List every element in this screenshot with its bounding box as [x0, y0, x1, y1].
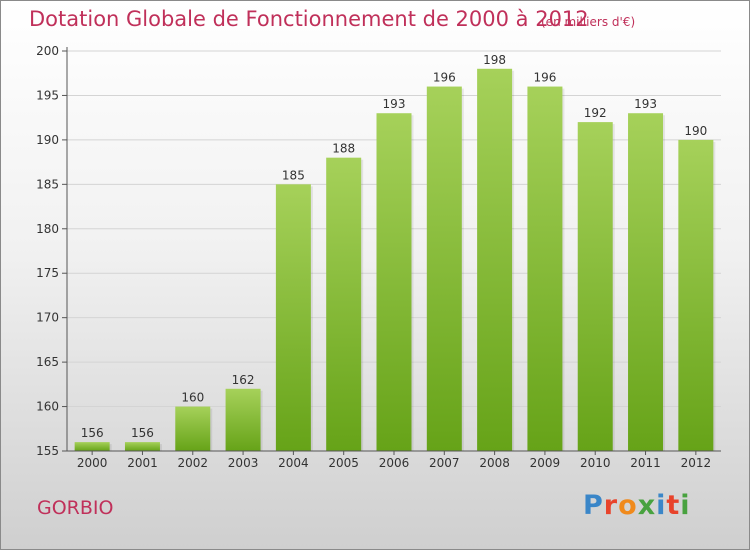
data-label: 196: [433, 71, 456, 85]
y-tick-label: 175: [36, 266, 59, 280]
bar: [426, 86, 462, 452]
data-label: 190: [684, 124, 707, 138]
logo-letter: r: [603, 490, 619, 521]
y-tick-label: 165: [36, 355, 59, 369]
y-tick-label: 195: [36, 88, 59, 102]
x-tick-label: 2006: [379, 456, 410, 470]
x-tick-label: 2004: [278, 456, 309, 470]
y-tick-label: 155: [36, 444, 59, 458]
data-label: 185: [282, 168, 305, 182]
logo-letter: i: [680, 490, 691, 521]
bar: [678, 139, 714, 451]
bar: [477, 68, 513, 452]
x-tick-label: 2012: [681, 456, 712, 470]
bar: [74, 442, 110, 451]
data-label: 193: [634, 97, 657, 111]
logo-letter: t: [666, 490, 681, 521]
data-label: 160: [181, 391, 204, 405]
logo-letter: P: [583, 490, 604, 521]
bar: [175, 406, 211, 451]
bar: [577, 122, 613, 451]
x-tick-label: 2000: [77, 456, 108, 470]
y-tick-label: 200: [36, 44, 59, 58]
y-tick-label: 170: [36, 311, 59, 325]
data-label: 188: [332, 142, 355, 156]
bar: [275, 184, 311, 452]
x-tick-label: 2009: [530, 456, 561, 470]
bar: [628, 113, 664, 451]
bar: [225, 388, 261, 451]
y-tick-label: 185: [36, 177, 59, 191]
x-tick-label: 2002: [177, 456, 208, 470]
data-label: 156: [81, 426, 104, 440]
unit-note: (en milliers d'€): [541, 15, 636, 29]
logo-letter: o: [618, 490, 638, 521]
logo-letter: x: [637, 490, 657, 521]
bar: [326, 157, 362, 451]
place-name: GORBIO: [37, 497, 114, 519]
y-tick-label: 180: [36, 222, 59, 236]
x-tick-label: 2001: [127, 456, 158, 470]
data-label: 196: [533, 71, 556, 85]
bar: [124, 442, 160, 451]
x-tick-label: 2003: [228, 456, 259, 470]
chart-title: Dotation Globale de Fonctionnement de 20…: [29, 7, 589, 31]
data-label: 193: [383, 97, 406, 111]
bar: [376, 113, 412, 451]
x-tick-label: 2005: [328, 456, 359, 470]
bar: [527, 86, 563, 452]
proxiti-logo: Proxiti: [583, 490, 691, 521]
x-tick-label: 2008: [479, 456, 510, 470]
y-tick-label: 160: [36, 400, 59, 414]
x-tick-label: 2007: [429, 456, 460, 470]
data-label: 162: [232, 373, 255, 387]
logo-letter: i: [656, 490, 667, 521]
x-tick-label: 2011: [630, 456, 661, 470]
y-tick-label: 190: [36, 133, 59, 147]
data-label: 192: [584, 106, 607, 120]
data-label: 198: [483, 53, 506, 67]
data-label: 156: [131, 426, 154, 440]
x-tick-label: 2010: [580, 456, 611, 470]
